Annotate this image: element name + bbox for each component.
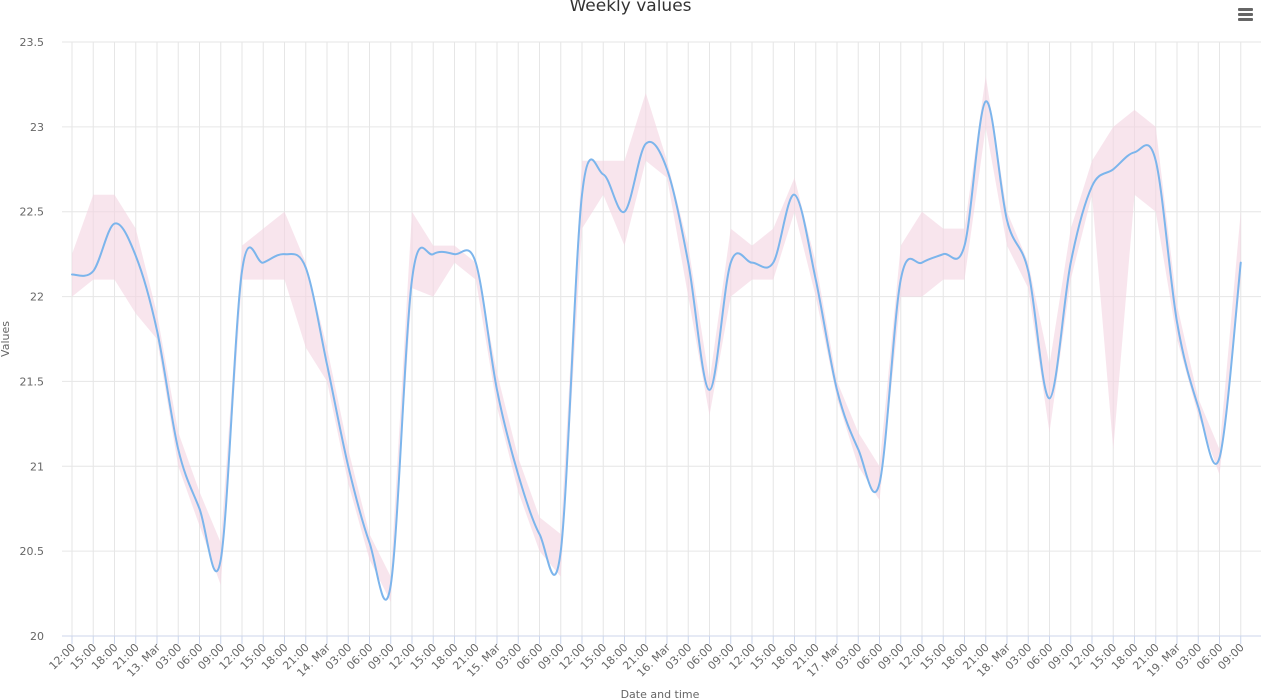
y-tick-label: 20.5 xyxy=(20,545,45,558)
gridlines xyxy=(62,41,1261,637)
y-tick-label: 21 xyxy=(30,460,44,473)
hamburger-menu-icon-bar xyxy=(1238,13,1253,16)
average-line-series xyxy=(71,100,1242,601)
x-axis-title: Date and time xyxy=(621,688,700,700)
y-axis-ticks: 20 20.5 21 21.5 22 22.5 23 23.5 xyxy=(20,36,45,643)
y-tick-label: 22.5 xyxy=(20,206,45,219)
hamburger-menu-icon xyxy=(1238,8,1253,11)
y-tick-label: 21.5 xyxy=(20,375,45,388)
y-tick-label: 20 xyxy=(30,630,44,643)
y-axis-title: Values xyxy=(0,321,12,357)
range-area-series xyxy=(72,75,1241,603)
y-tick-label: 22 xyxy=(30,291,44,304)
chart-title: Weekly values xyxy=(569,0,692,16)
hamburger-menu-icon-bar xyxy=(1238,18,1253,21)
chart-context-menu-button[interactable] xyxy=(1233,4,1257,26)
y-tick-label: 23.5 xyxy=(20,36,45,49)
y-tick-label: 23 xyxy=(30,121,44,134)
